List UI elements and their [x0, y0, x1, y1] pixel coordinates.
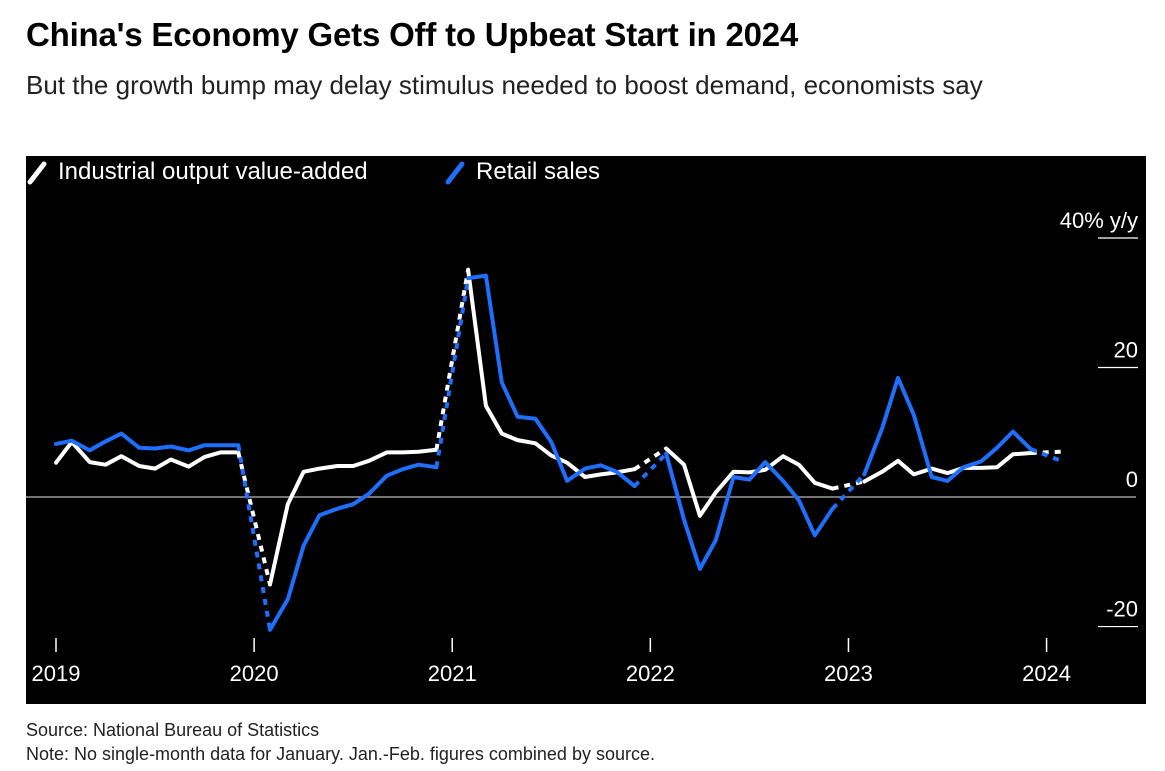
industrial-output-line — [862, 451, 1033, 484]
retail-sales-gap-dashed — [434, 277, 471, 468]
retail-sales-line — [54, 431, 241, 453]
footer: Source: National Bureau of Statistics No… — [26, 718, 655, 766]
y-tick-label: 0 — [1126, 467, 1138, 492]
industrial-output-gap-dashed — [236, 451, 272, 585]
retail-sales-line — [664, 451, 835, 571]
industrial-output-line — [54, 440, 241, 471]
retail-sales-gap-dashed — [236, 444, 272, 631]
retail-sales-line — [862, 375, 1033, 483]
industrial-output-gap-dashed — [832, 479, 865, 491]
y-tick-label: 20 — [1114, 338, 1138, 363]
chart-area: 40% y/y 20 0 -20 2019 2020 2021 2022 2023 2024 Ind… — [26, 156, 1146, 704]
y-tick-label: -20 — [1106, 597, 1138, 622]
industrial-output-line — [268, 447, 439, 587]
retail-sales-gap-dashed — [633, 452, 668, 488]
chart-subtitle: But the growth bump may delay stimulus n… — [26, 70, 983, 100]
retail-sales-legend-label: Retail sales — [476, 158, 600, 185]
industrial-output-gap-dashed — [1030, 449, 1063, 455]
x-tick-label: 2021 — [428, 661, 477, 686]
industrial-output-line — [466, 267, 637, 479]
retail-sales-legend-swatch — [445, 161, 465, 185]
retail-sales-line — [466, 273, 637, 488]
line-chart: 40% y/y 20 0 -20 2019 2020 2021 2022 2023 2024 Ind… — [26, 158, 1138, 686]
x-tick-label: 2022 — [626, 661, 675, 686]
footnote: Note: No single-month data for January. … — [26, 744, 655, 764]
x-tick-label: 2020 — [230, 661, 279, 686]
retail-sales-line — [268, 462, 439, 632]
y-tick-label: 40% y/y — [1060, 208, 1138, 233]
retail-sales-gap-dashed — [831, 473, 866, 511]
source-note: Source: National Bureau of Statistics — [26, 720, 320, 740]
retail-sales-gap-dashed — [1029, 447, 1064, 464]
industrial-output-line — [664, 446, 835, 518]
chart-title: China's Economy Gets Off to Upbeat Start… — [26, 16, 799, 53]
x-tick-label: 2023 — [824, 661, 873, 686]
industrial-output-legend-label: Industrial output value-added — [58, 158, 368, 185]
x-tick-label: 2024 — [1022, 661, 1071, 686]
x-tick-label: 2019 — [32, 661, 81, 686]
industrial-output-legend-swatch — [27, 161, 47, 185]
